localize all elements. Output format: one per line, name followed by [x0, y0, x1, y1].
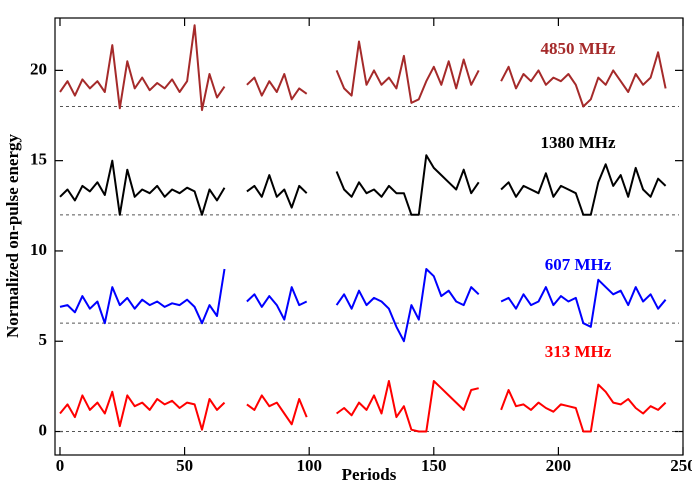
x-tick-label: 50: [176, 456, 193, 475]
plot-frame: [54, 17, 684, 456]
y-tick-label: 0: [39, 420, 48, 439]
x-tick-label: 0: [56, 456, 65, 475]
x-tick-label: 200: [546, 456, 572, 475]
x-tick-label: 100: [296, 456, 322, 475]
x-tick-label: 150: [421, 456, 447, 475]
y-tick-label: 20: [30, 59, 47, 78]
series-line: [59, 154, 667, 216]
series-line: [59, 268, 667, 343]
y-tick-label: 5: [39, 330, 48, 349]
x-tick-label: 250: [670, 456, 692, 475]
x-axis-label: Periods: [342, 465, 397, 484]
y-tick-label: 15: [30, 150, 47, 169]
series-label: 313 MHz: [545, 342, 612, 361]
series-line: [59, 380, 667, 433]
y-tick-label: 10: [30, 240, 47, 259]
series-label: 1380 MHz: [540, 133, 616, 152]
series-label: 4850 MHz: [540, 39, 616, 58]
series-line: [59, 24, 667, 112]
y-axis-label: Normalized on-pulse energy: [3, 134, 22, 338]
series-label: 607 MHz: [545, 255, 612, 274]
